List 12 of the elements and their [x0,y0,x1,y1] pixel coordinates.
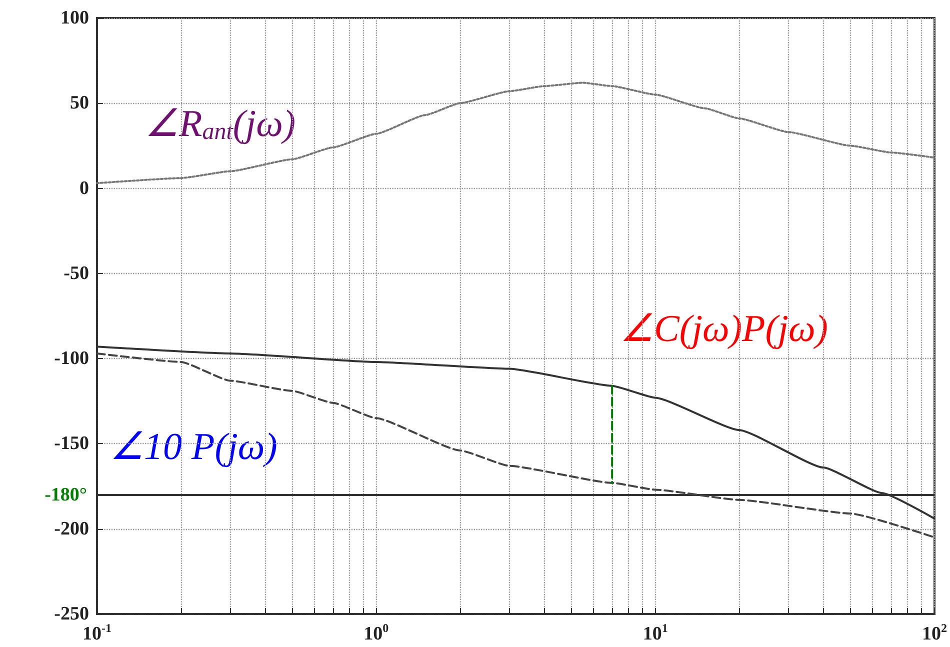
y-tick-label: 50 [70,92,89,114]
annotation: ∠C(jω)P(jω) [620,308,828,350]
y-tick-label: -50 [64,262,89,284]
y-tick-label: -100 [54,348,89,370]
y-tick-label: -250 [54,604,89,624]
annotation: ∠Rant(jω) [145,103,296,145]
annotation: ∠10 P(jω) [110,426,278,468]
y-tick-label: 0 [80,178,89,199]
y-tick-label: -150 [54,433,89,454]
y-tick-label: -200 [54,518,89,540]
y-tick-label: 100 [60,8,89,28]
ref-line-label: -180° [44,484,87,506]
